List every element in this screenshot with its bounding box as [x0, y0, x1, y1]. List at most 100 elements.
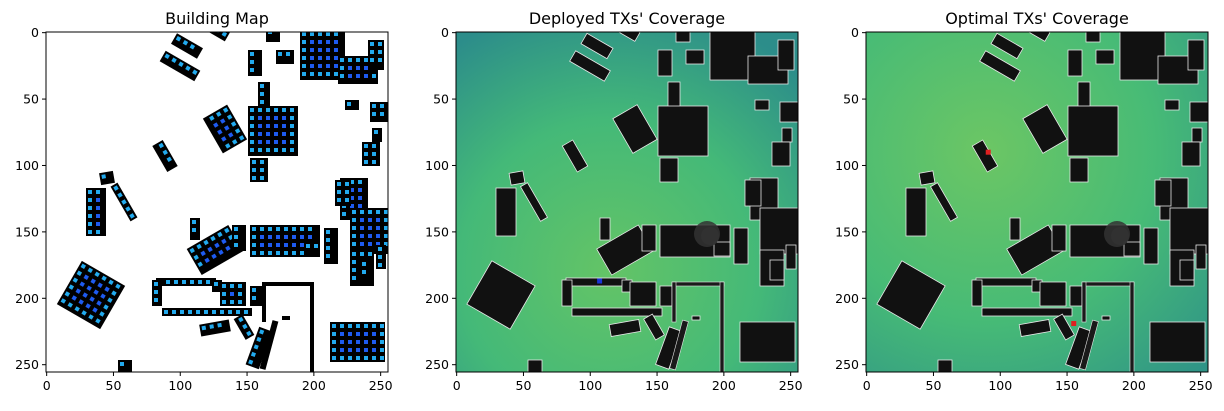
grid-marker [193, 254, 199, 261]
grid-marker [67, 302, 73, 308]
grid-marker [326, 246, 330, 250]
grid-marker [307, 12, 311, 16]
grid-marker [211, 253, 217, 260]
grid-marker [318, 32, 322, 36]
grid-marker [252, 168, 256, 172]
grid-marker [384, 242, 388, 246]
grid-marker [290, 148, 294, 152]
grid-marker [292, 227, 296, 231]
x-tick-label: 150 [645, 378, 669, 393]
grid-marker [337, 198, 341, 202]
grid-marker [182, 280, 186, 284]
grid-marker [368, 242, 372, 246]
grid-marker [258, 116, 262, 120]
grid-marker [189, 44, 196, 50]
grid-marker [260, 100, 264, 104]
building-footprint [918, 170, 936, 186]
grid-marker [322, 12, 326, 16]
grid-marker [326, 254, 330, 258]
grid-marker [348, 324, 352, 328]
shadow-zone [701, 227, 719, 245]
wall [262, 282, 266, 322]
grid-marker [260, 235, 264, 239]
grid-marker [372, 104, 376, 108]
grid-marker [302, 56, 306, 60]
grid-marker [358, 196, 362, 200]
grid-marker [302, 64, 306, 68]
grid-marker [348, 348, 352, 352]
grid-marker [94, 271, 100, 278]
grid-marker [115, 283, 121, 290]
grid-marker [332, 340, 336, 344]
grid-marker [372, 340, 376, 344]
grid-marker [220, 310, 224, 314]
x-tick-label: 150 [1055, 378, 1079, 393]
building-footprint [561, 139, 589, 173]
grid-marker [274, 116, 278, 120]
grid-marker [192, 228, 196, 232]
grid-marker [364, 356, 368, 360]
building-footprint [565, 277, 627, 287]
grid-marker [370, 50, 374, 54]
building-footprint [248, 106, 298, 156]
grid-marker [318, 64, 322, 68]
grid-marker [188, 310, 192, 314]
grid-marker [384, 210, 388, 214]
building-footprint [1166, 2, 1174, 18]
grid-marker [274, 108, 278, 112]
grid-marker [121, 199, 127, 205]
transmitter-marker [985, 149, 991, 155]
grid-marker [360, 226, 364, 230]
wall [1081, 281, 1087, 323]
grid-marker [364, 160, 368, 164]
y-tick-label: 200 [425, 291, 449, 306]
grid-marker [250, 124, 254, 128]
grid-marker [360, 2, 364, 6]
grid-marker [318, 48, 322, 52]
grid-marker [364, 324, 368, 328]
y-tick-label: 100 [425, 158, 449, 173]
grid-marker [225, 143, 231, 149]
grid-marker [356, 74, 360, 78]
grid-marker [282, 108, 286, 112]
grid-marker [314, 244, 318, 248]
grid-marker [246, 330, 252, 337]
grid-marker [80, 263, 87, 270]
grid-marker [88, 230, 92, 234]
grid-marker [96, 300, 102, 306]
grid-marker [380, 104, 384, 108]
building-footprint [998, 2, 1016, 8]
grid-marker [368, 226, 372, 230]
grid-marker [358, 204, 362, 208]
building-footprint [779, 101, 798, 123]
grid-marker [368, 218, 372, 222]
grid-marker [302, 32, 306, 36]
building-footprint [1187, 39, 1205, 71]
grid-marker [380, 340, 384, 344]
grid-marker [340, 340, 344, 344]
grid-marker [238, 292, 242, 296]
wall [669, 319, 689, 371]
grid-marker [348, 74, 352, 78]
grid-marker [310, 32, 314, 36]
building-footprint [199, 319, 231, 337]
grid-marker [345, 198, 349, 202]
grid-marker [154, 282, 158, 286]
building-footprint [675, 32, 691, 43]
grid-marker [83, 274, 89, 280]
building-footprint [739, 321, 796, 363]
grid-marker [189, 247, 195, 254]
building-footprint [1101, 315, 1111, 321]
grid-marker [284, 243, 288, 247]
grid-marker [252, 288, 256, 292]
grid-marker [284, 227, 288, 231]
building-footprint [754, 99, 770, 111]
y-tick-label: 150 [835, 224, 859, 239]
grid-marker [213, 122, 219, 128]
grid-marker [360, 218, 364, 222]
building-footprint [929, 182, 959, 222]
grid-marker [227, 132, 234, 138]
grid-marker [79, 281, 85, 287]
grid-marker [356, 348, 360, 352]
